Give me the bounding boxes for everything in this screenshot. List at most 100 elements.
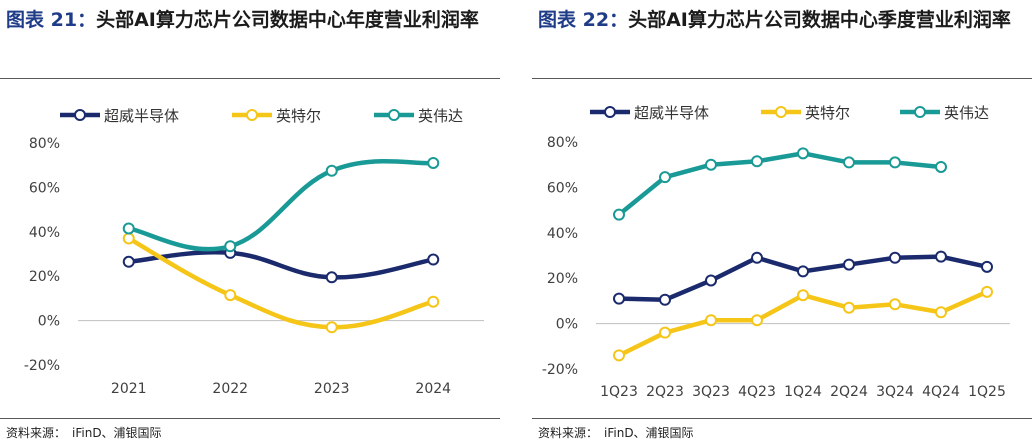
figure-title: 图表 21：头部AI算力芯片公司数据中心年度营业利润率 xyxy=(6,5,498,35)
data-point xyxy=(427,156,440,169)
legend-swatch-marker xyxy=(74,109,86,121)
x-tick-label: 1Q23 xyxy=(600,384,638,400)
data-point xyxy=(325,164,338,177)
y-tick-label: 20% xyxy=(29,269,60,285)
data-point xyxy=(889,298,901,311)
data-point xyxy=(889,251,901,264)
data-point xyxy=(751,251,763,264)
series-line xyxy=(616,151,944,217)
data-point xyxy=(122,222,135,235)
data-point xyxy=(705,314,717,327)
legend-label: 英伟达 xyxy=(944,104,989,122)
figure-21-panel: 图表 21：头部AI算力芯片公司数据中心年度营业利润率 80% 60% 40% 20%… xyxy=(0,0,500,444)
y-tick-label: 0% xyxy=(556,317,578,333)
legend-swatch-marker xyxy=(604,106,616,118)
data-point xyxy=(843,301,855,314)
data-point xyxy=(122,232,135,245)
x-tick-label: 3Q24 xyxy=(876,384,914,400)
data-point xyxy=(797,289,809,302)
data-point xyxy=(981,285,993,298)
y-tick-label: 40% xyxy=(547,226,578,242)
data-point xyxy=(659,326,671,339)
data-point xyxy=(122,255,135,268)
data-point xyxy=(427,253,440,266)
data-point xyxy=(843,258,855,271)
chart-22: 80% 60% 40% 20% 0% -20% 1Q23 2Q23 3Q23 4Q23 1Q24 2Q… xyxy=(542,104,1010,400)
legend-swatch-marker xyxy=(246,109,258,121)
x-tick-label: 4Q23 xyxy=(738,384,776,400)
y-tick-label: 80% xyxy=(547,135,578,151)
legend-swatch-marker xyxy=(775,106,787,118)
chart-21: 80% 60% 40% 20% 0% -20% 2021 2022 2023 2024 超威半导体 英… xyxy=(24,107,484,397)
legend-label: 英特尔 xyxy=(276,107,321,125)
data-point xyxy=(325,321,338,334)
data-point xyxy=(705,274,717,287)
x-tick-label: 1Q25 xyxy=(968,384,1006,400)
figure-title-text: 头部AI算力芯片公司数据中心季度营业利润率 xyxy=(628,9,1011,31)
source-text: iFinD、浦银国际 xyxy=(72,426,162,440)
data-point xyxy=(613,349,625,362)
x-tick-label: 3Q23 xyxy=(692,384,730,400)
figure-title-text: 头部AI算力芯片公司数据中心年度营业利润率 xyxy=(96,9,479,31)
y-tick-label: -20% xyxy=(542,362,578,378)
y-tick-label: 40% xyxy=(29,225,60,241)
source-text: iFinD、浦银国际 xyxy=(604,426,694,440)
figure-22-panel: 图表 22：头部AI算力芯片公司数据中心季度营业利润率 80% 60% 40% 20%… xyxy=(532,0,1032,444)
y-tick-label: 60% xyxy=(29,180,60,196)
legend-swatch-marker xyxy=(914,106,926,118)
y-tick-label: 0% xyxy=(38,314,60,330)
series-line xyxy=(126,158,436,252)
data-point xyxy=(325,271,338,284)
data-point xyxy=(751,155,763,168)
data-point xyxy=(797,265,809,278)
figure-label: 图表 xyxy=(6,9,45,31)
legend-label: 超威半导体 xyxy=(104,107,179,125)
data-point xyxy=(935,160,947,173)
top-rule xyxy=(0,78,500,79)
data-point xyxy=(659,171,671,184)
x-tick-label: 2023 xyxy=(314,381,350,397)
source-note: 资料来源： iFinD、浦银国际 xyxy=(6,424,168,441)
data-point xyxy=(613,208,625,221)
bottom-rule xyxy=(0,418,500,419)
data-point xyxy=(797,147,809,160)
series-line xyxy=(126,250,436,280)
data-point xyxy=(224,240,237,253)
data-point xyxy=(705,158,717,171)
source-label: 资料来源： xyxy=(538,426,599,440)
legend-label: 英伟达 xyxy=(418,107,463,125)
y-tick-label: 60% xyxy=(547,180,578,196)
bottom-rule xyxy=(532,418,1032,419)
data-point xyxy=(935,250,947,263)
x-tick-label: 2021 xyxy=(111,381,147,397)
data-point xyxy=(935,306,947,319)
y-tick-label: 80% xyxy=(29,136,60,152)
data-point xyxy=(613,292,625,305)
data-point xyxy=(751,314,763,327)
x-tick-label: 2022 xyxy=(212,381,248,397)
legend-label: 超威半导体 xyxy=(634,104,709,122)
data-point xyxy=(427,295,440,308)
source-label: 资料来源： xyxy=(6,426,67,440)
x-tick-label: 2Q23 xyxy=(646,384,684,400)
source-note: 资料来源： iFinD、浦银国际 xyxy=(538,424,700,441)
figure-number: 21： xyxy=(50,9,97,31)
y-tick-label: -20% xyxy=(24,358,60,374)
figure-title: 图表 22：头部AI算力芯片公司数据中心季度营业利润率 xyxy=(538,5,1030,35)
top-rule xyxy=(532,78,1032,79)
y-tick-label: 20% xyxy=(547,271,578,287)
x-tick-label: 4Q24 xyxy=(922,384,960,400)
series-line xyxy=(126,236,436,330)
legend-label: 英特尔 xyxy=(805,104,850,122)
x-tick-label: 2024 xyxy=(415,381,451,397)
figure-label: 图表 xyxy=(538,9,577,31)
data-point xyxy=(843,156,855,169)
data-point xyxy=(659,293,671,306)
data-point xyxy=(224,289,237,302)
figure-number: 22： xyxy=(582,9,629,31)
x-tick-label: 1Q24 xyxy=(784,384,822,400)
data-point xyxy=(981,260,993,273)
x-tick-label: 2Q24 xyxy=(830,384,868,400)
data-point xyxy=(889,156,901,169)
legend-swatch-marker xyxy=(388,109,400,121)
